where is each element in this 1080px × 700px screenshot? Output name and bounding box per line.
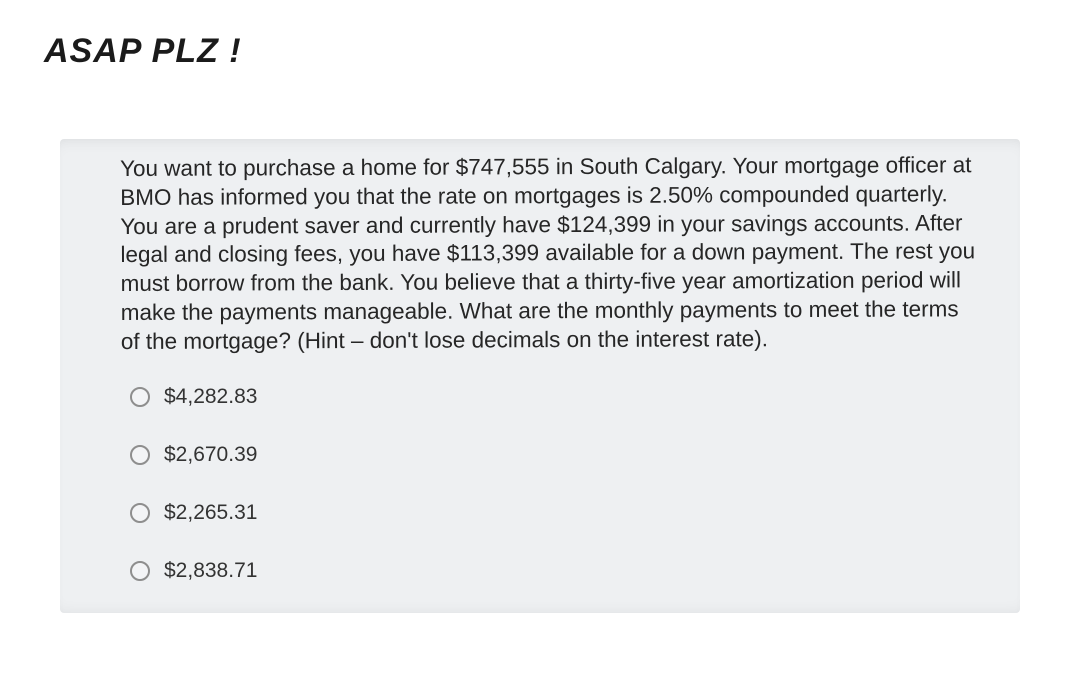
option-label: $2,670.39: [164, 443, 257, 467]
options-list: $4,282.83 $2,670.39 $2,265.31 $2,838.71: [120, 385, 976, 583]
page: ASAP PLZ ! You want to purchase a home f…: [0, 0, 1080, 700]
radio-icon: [130, 561, 150, 581]
option-label: $4,282.83: [164, 385, 257, 409]
option-1[interactable]: $4,282.83: [130, 385, 976, 409]
radio-icon: [130, 445, 150, 465]
option-3[interactable]: $2,265.31: [130, 501, 976, 525]
radio-icon: [130, 387, 150, 407]
question-card: You want to purchase a home for $747,555…: [60, 139, 1020, 613]
option-label: $2,265.31: [164, 501, 257, 525]
question-text: You want to purchase a home for $747,555…: [120, 151, 977, 356]
radio-icon: [130, 503, 150, 523]
option-2[interactable]: $2,670.39: [130, 443, 976, 467]
option-label: $2,838.71: [164, 559, 257, 583]
page-heading: ASAP PLZ !: [44, 32, 1040, 71]
option-4[interactable]: $2,838.71: [130, 559, 976, 583]
